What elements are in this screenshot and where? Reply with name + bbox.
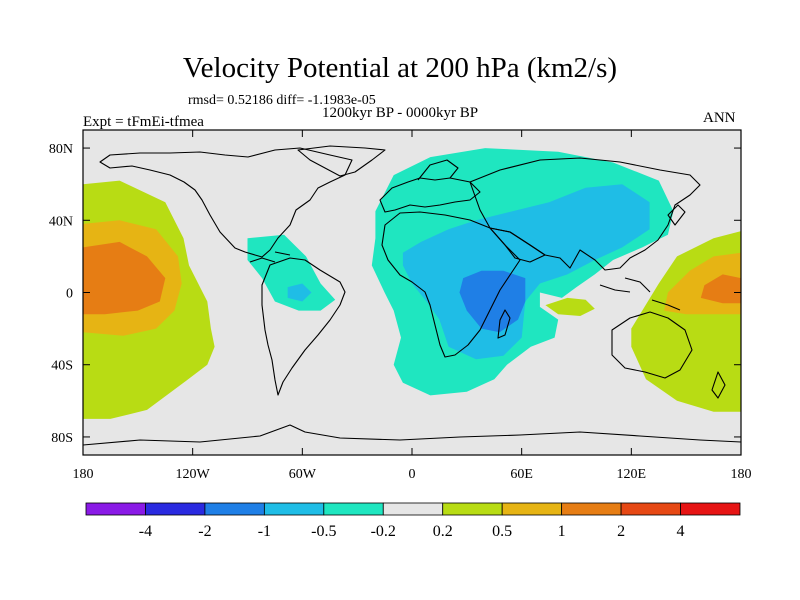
x-tick-label: 180 [73, 467, 94, 482]
contour-pacific-positive-1 [83, 241, 166, 315]
contour-westpac-positive-1 [700, 274, 741, 304]
colorbar: -4 -2 -1 -0.5 -0.2 0.2 0.5 1 2 4 [85, 502, 741, 540]
colorbar-swatch [85, 502, 146, 516]
colorbar-swatch [501, 502, 563, 516]
stats-label: rmsd= 0.52186 diff= -1.1983e-05 [188, 93, 376, 108]
y-tick-label: 40S [51, 359, 73, 374]
colorbar-label: -4 [139, 523, 152, 540]
scandinavia-outline [417, 159, 459, 181]
antarctica-outline [83, 424, 741, 446]
colorbar-label: -0.5 [311, 523, 336, 540]
colorbar-label: 1 [558, 523, 566, 540]
colorbar-swatch [323, 502, 384, 516]
colorbar-swatch [680, 502, 741, 516]
x-tick-label: 120E [617, 467, 647, 482]
x-tick-label: 60E [510, 467, 533, 482]
contour-indian-ocean-positive-0.2 [545, 297, 595, 316]
y-tick-label: 0 [66, 287, 73, 302]
y-tick-label: 40N [49, 214, 73, 229]
y-axis: 80N 40N 0 40S 80S [49, 142, 741, 446]
season-label: ANN [703, 110, 736, 126]
x-tick-label: 120W [176, 467, 211, 482]
colorbar-swatch [561, 502, 622, 516]
x-tick-label: 60W [289, 467, 317, 482]
experiment-label: Expt = tFmEi-tfmea [83, 114, 204, 130]
maritime-continent-outline [599, 277, 681, 311]
australia-outline [611, 311, 693, 379]
africa-outline [381, 211, 521, 358]
colorbar-label: -0.2 [371, 523, 396, 540]
colorbar-label: 4 [677, 523, 685, 540]
colorbar-swatch [145, 502, 206, 516]
x-tick-label: 0 [409, 467, 416, 482]
x-tick-label: 180 [731, 467, 752, 482]
contour-afroasia-negative-0.5 [402, 184, 650, 360]
japan-outline [667, 204, 686, 226]
madagascar-outline [497, 309, 511, 339]
colorbar-swatch [442, 502, 503, 516]
period-label: 1200kyr BP - 0000kyr BP [322, 105, 479, 121]
new-zealand-outline [711, 371, 726, 399]
colorbar-swatch [620, 502, 681, 516]
colorbar-label: 0.2 [433, 523, 453, 540]
contour-caribbean-negative-0.2 [247, 234, 336, 311]
colorbar-label: -1 [258, 523, 271, 540]
asia-outline [469, 157, 701, 271]
caribbean-outline [249, 251, 291, 263]
x-axis: 180 120W 60W 0 60E 120E 180 [73, 130, 752, 482]
north-america-outline [99, 147, 353, 258]
colorbar-label: 0.5 [492, 523, 512, 540]
colorbar-swatch [204, 502, 265, 516]
colorbar-swatch [263, 502, 325, 516]
colorbar-label: -2 [198, 523, 211, 540]
y-tick-label: 80N [49, 142, 73, 157]
contour-caribbean-negative-0.5 [287, 283, 312, 302]
continent-outlines [83, 145, 741, 446]
chart-title: Velocity Potential at 200 hPa (km2/s) [182, 52, 618, 84]
colorbar-label: 2 [617, 523, 625, 540]
y-tick-label: 80S [51, 431, 73, 446]
colorbar-swatch [382, 502, 444, 516]
greenland-outline [297, 145, 386, 177]
south-america-outline [261, 257, 346, 396]
